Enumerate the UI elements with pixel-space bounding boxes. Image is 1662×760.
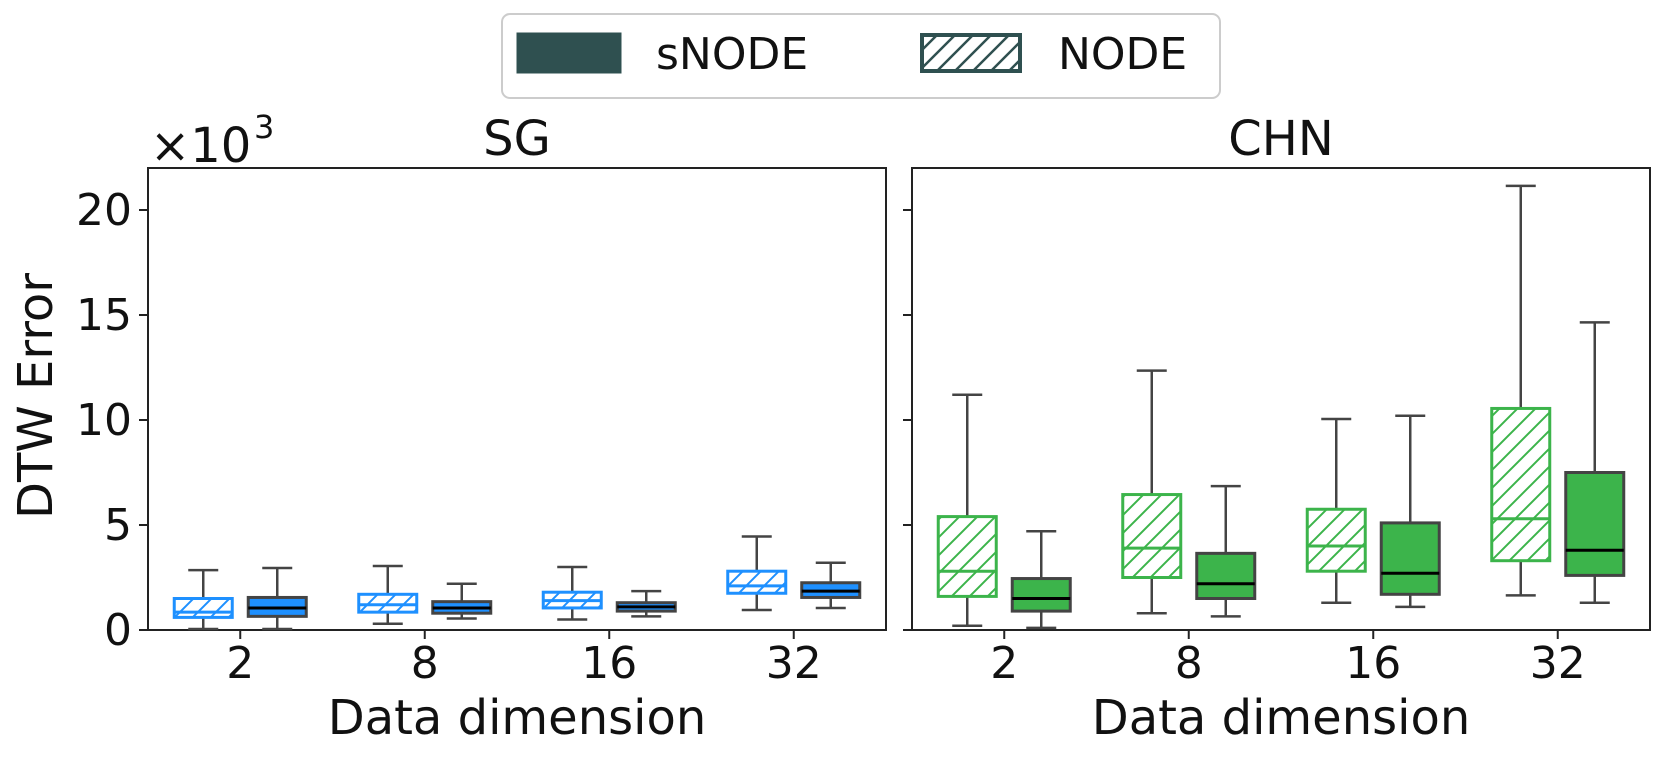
y-tick-label: 20 — [76, 185, 132, 236]
y-axis-label: DTW Error — [8, 273, 64, 519]
box-node-8 — [1121, 369, 1183, 615]
panel-chn: CHN 2 8 16 32 Data dimension — [903, 111, 1651, 746]
x-axis-label: Data dimension — [328, 690, 707, 746]
box-node-32 — [726, 535, 788, 612]
plot-frame — [911, 167, 1651, 631]
box-body — [1490, 406, 1552, 563]
legend-snode-label: sNODE — [656, 29, 808, 80]
box-node-2 — [936, 393, 998, 628]
legend-snode-swatch — [516, 32, 622, 74]
box-snode-16 — [615, 589, 677, 618]
x-tick-label: 32 — [1530, 638, 1586, 689]
y-tick-label: 15 — [76, 290, 132, 341]
x-tick-label: 8 — [1175, 638, 1203, 689]
x-axis-label: Data dimension — [1092, 690, 1471, 746]
panel-title: CHN — [1228, 111, 1334, 167]
box-body — [1564, 471, 1626, 577]
panel-title: SG — [483, 111, 551, 167]
legend: sNODE NODE — [501, 13, 1221, 99]
box-body — [1379, 521, 1441, 596]
box-node-16 — [1305, 417, 1367, 604]
box-body — [936, 515, 998, 598]
box-body — [172, 597, 234, 619]
box-node-8 — [357, 564, 419, 625]
y-axis-multiplier: ×10 3 — [150, 108, 274, 174]
box-snode-8 — [1195, 484, 1257, 618]
box-body — [726, 569, 788, 595]
box-snode-2 — [1010, 530, 1072, 630]
legend-frame — [501, 13, 1221, 99]
y-tick-label: 10 — [76, 395, 132, 446]
box-node-32 — [1490, 184, 1552, 597]
box-body — [1010, 577, 1072, 613]
panel-sg: SG 0 5 10 15 20 2 8 16 32 Data dimension — [76, 111, 887, 746]
multiplier-exponent: 3 — [254, 108, 274, 146]
box-snode-16 — [1379, 414, 1441, 609]
y-tick-label: 5 — [104, 500, 132, 551]
box-snode-2 — [246, 566, 308, 631]
box-node-16 — [541, 565, 603, 621]
box-snode-32 — [800, 561, 862, 610]
box-body — [1121, 493, 1183, 579]
legend-node-label: NODE — [1058, 29, 1187, 80]
multiplier-base: ×10 — [150, 118, 251, 174]
box-snode-8 — [431, 582, 493, 620]
legend-node-swatch — [920, 33, 1022, 73]
x-tick-label: 16 — [581, 638, 637, 689]
x-tick-label: 2 — [226, 638, 254, 689]
box-body — [357, 592, 419, 614]
box-body — [1195, 551, 1257, 600]
box-snode-32 — [1564, 321, 1626, 604]
y-tick-label: 0 — [104, 605, 132, 656]
x-tick-label: 8 — [411, 638, 439, 689]
x-tick-label: 16 — [1345, 638, 1401, 689]
box-node-2 — [172, 568, 234, 631]
plot-frame — [147, 167, 887, 631]
x-tick-label: 2 — [990, 638, 1018, 689]
box-body — [1305, 507, 1367, 573]
x-tick-label: 32 — [766, 638, 822, 689]
